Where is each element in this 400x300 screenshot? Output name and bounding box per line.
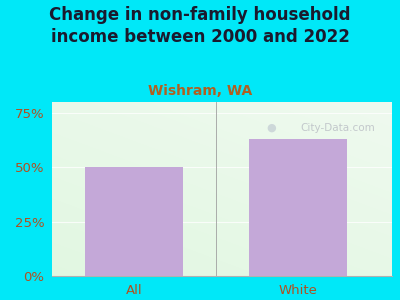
Text: Change in non-family household
income between 2000 and 2022: Change in non-family household income be… <box>49 6 351 46</box>
Text: ●: ● <box>266 123 276 133</box>
Bar <box>85 167 183 276</box>
Text: City-Data.com: City-Data.com <box>300 123 375 133</box>
Text: Wishram, WA: Wishram, WA <box>148 84 252 98</box>
Bar <box>249 139 348 276</box>
